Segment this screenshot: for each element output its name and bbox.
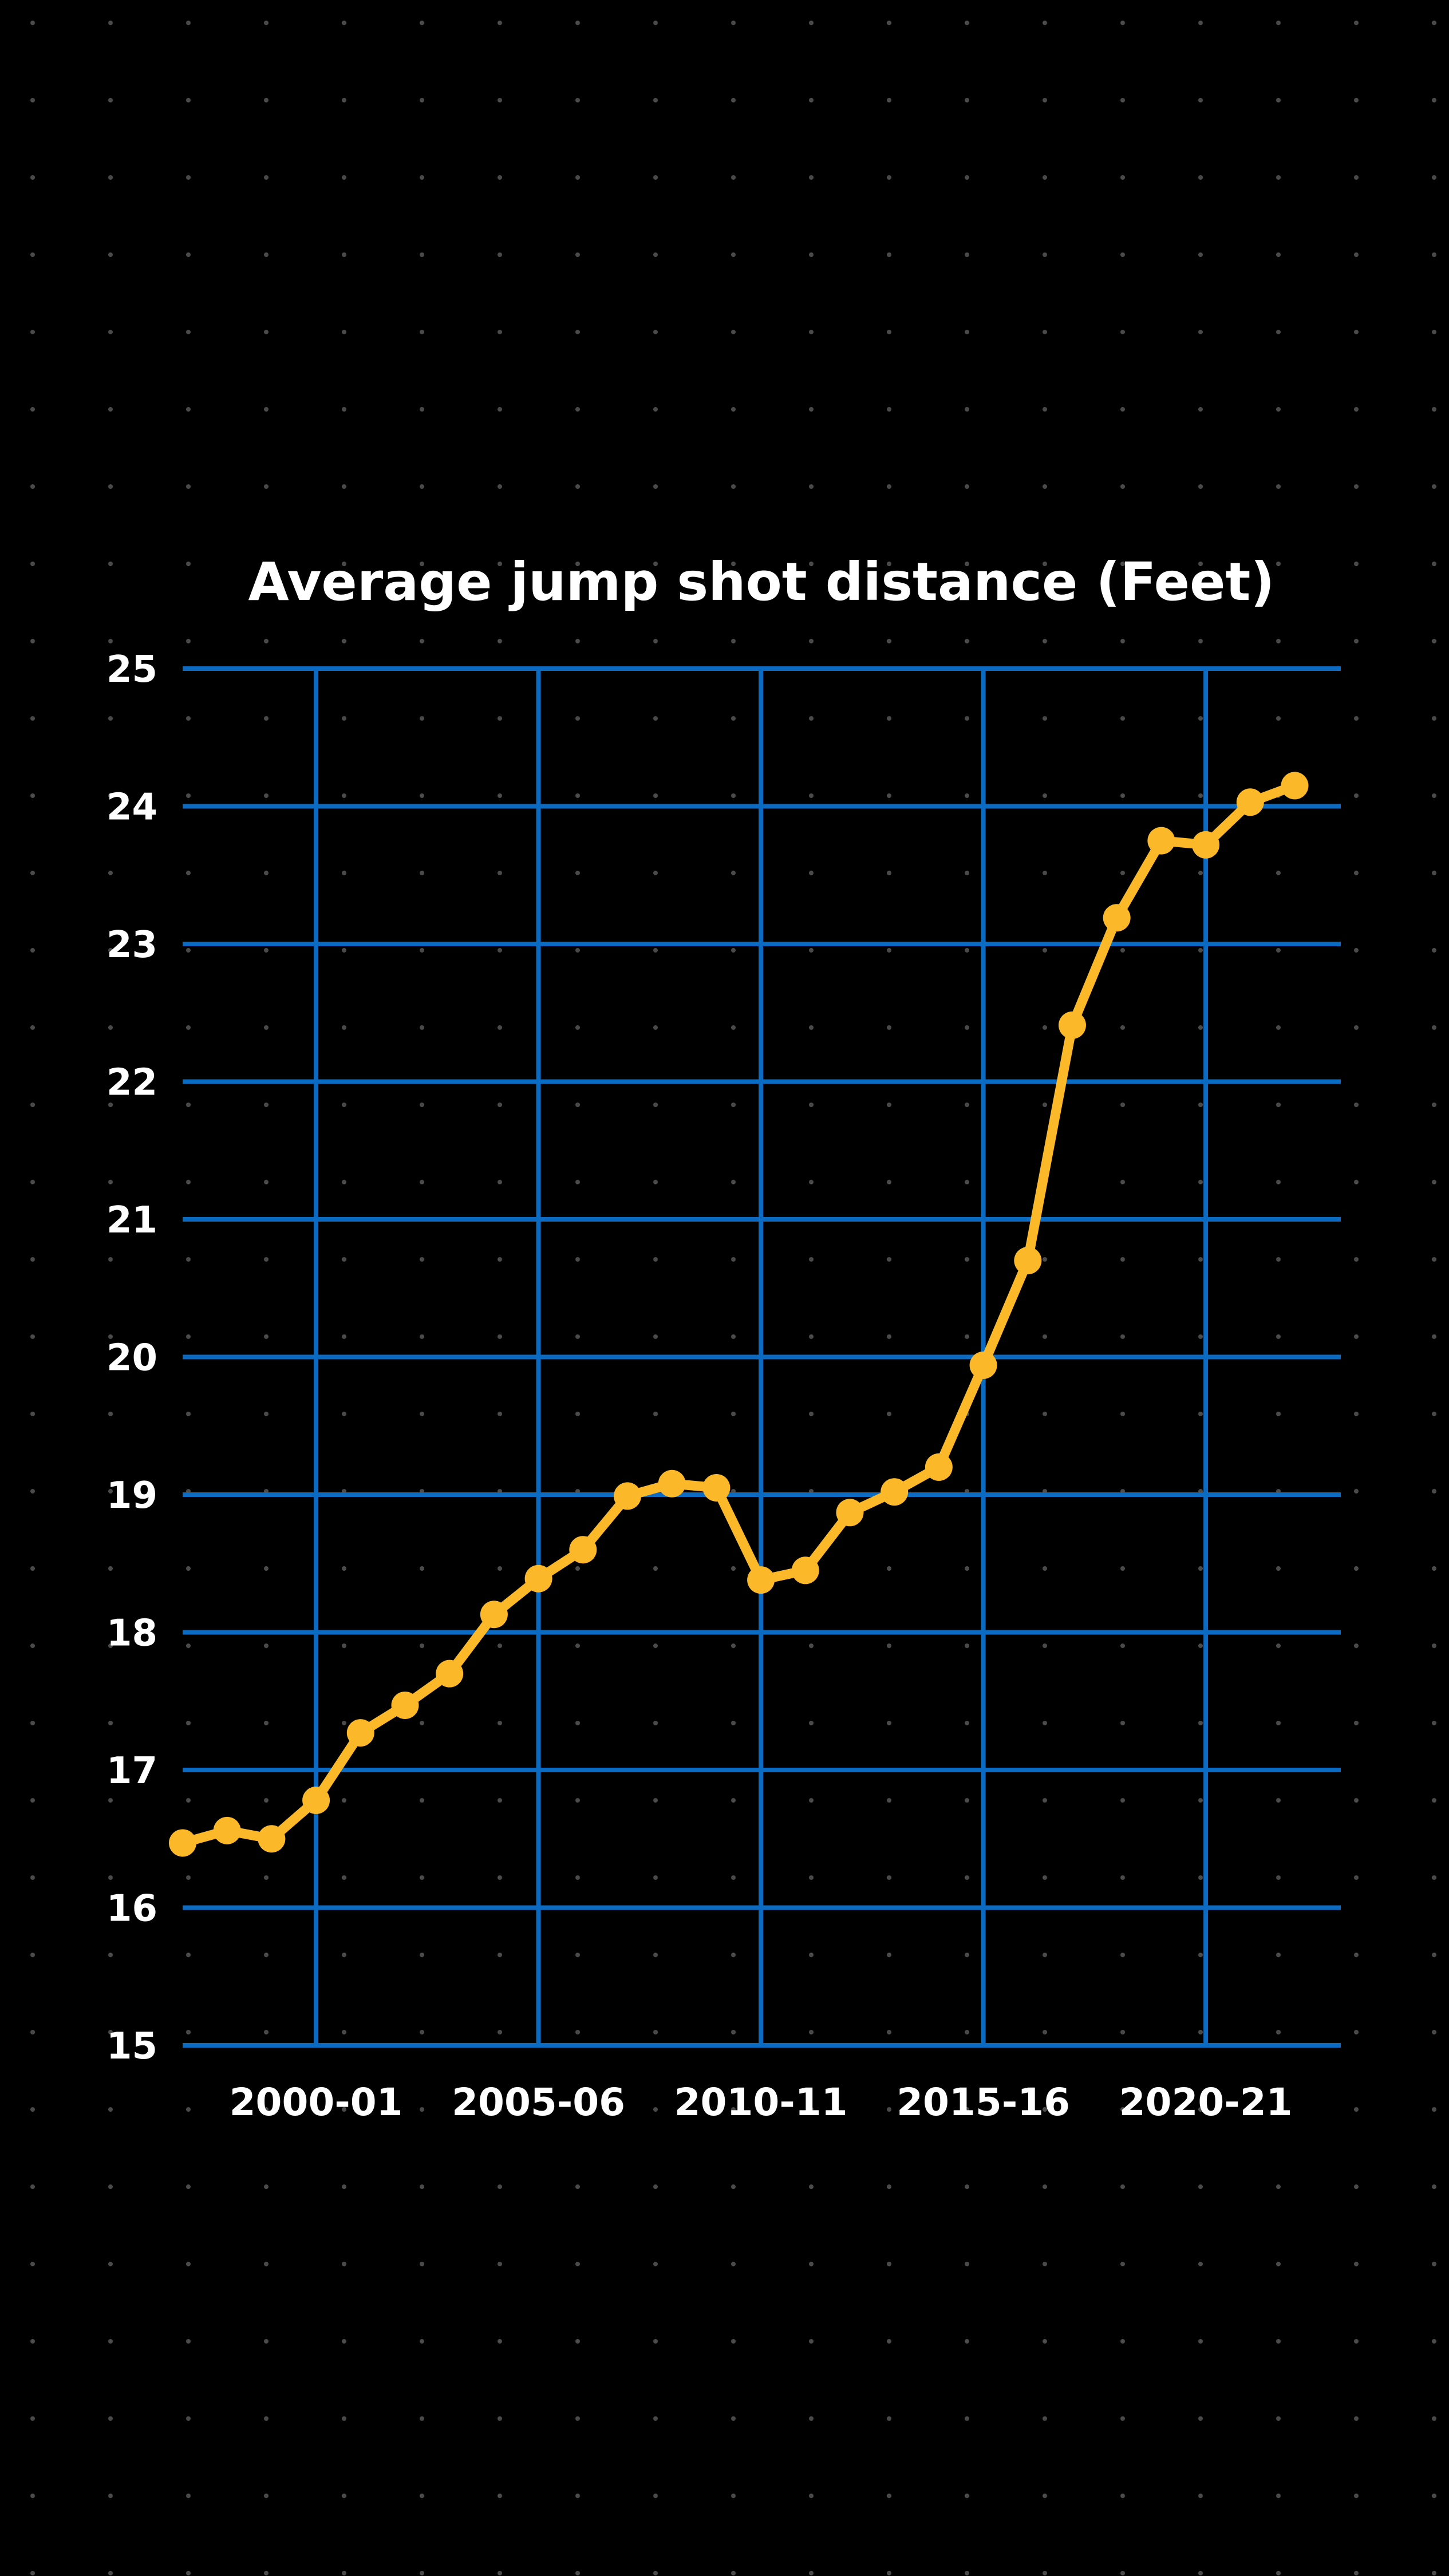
data-point — [658, 1469, 686, 1498]
data-point — [346, 1719, 374, 1747]
y-tick-label: 21 — [106, 1199, 157, 1242]
x-axis: 2000-01 2005-06 2010-11 2015-16 2020-21 — [230, 2080, 1293, 2124]
data-point — [1103, 904, 1131, 932]
data-point — [702, 1473, 731, 1502]
data-point — [614, 1482, 641, 1510]
data-point — [881, 1478, 909, 1506]
y-tick-label: 17 — [106, 1750, 157, 1792]
x-tick-label: 2000-01 — [230, 2080, 403, 2124]
x-tick-label: 2005-06 — [452, 2080, 625, 2124]
data-point — [1147, 827, 1175, 855]
y-tick-label: 18 — [106, 1613, 157, 1655]
data-point — [169, 1829, 196, 1857]
data-point — [1281, 772, 1309, 800]
data-point — [258, 1825, 286, 1853]
data-point — [391, 1691, 419, 1719]
x-tick-label: 2020-21 — [1119, 2080, 1293, 2124]
y-tick-label: 20 — [106, 1337, 157, 1380]
x-tick-label: 2010-11 — [674, 2080, 848, 2124]
x-tick-label: 2015-16 — [897, 2080, 1070, 2124]
data-point — [791, 1556, 819, 1585]
y-tick-label: 15 — [106, 2025, 157, 2068]
data-point — [925, 1453, 953, 1481]
data-point — [1059, 1011, 1086, 1039]
data-point — [969, 1351, 997, 1379]
data-point — [1236, 788, 1264, 816]
y-tick-label: 19 — [106, 1475, 157, 1517]
data-point — [1192, 831, 1220, 859]
data-point — [302, 1786, 330, 1814]
y-tick-label: 16 — [106, 1888, 157, 1930]
data-point — [213, 1816, 241, 1844]
y-axis: 15 16 17 18 19 20 21 22 23 24 25 — [106, 649, 157, 2068]
y-tick-label: 23 — [106, 924, 157, 966]
series — [169, 772, 1309, 1857]
data-point — [480, 1601, 508, 1629]
data-point — [836, 1499, 864, 1527]
data-point — [524, 1564, 552, 1593]
data-point — [436, 1660, 464, 1688]
y-tick-label: 24 — [106, 787, 157, 829]
data-point — [569, 1536, 597, 1564]
y-tick-label: 25 — [106, 649, 157, 691]
data-point — [747, 1566, 775, 1594]
chart-title: Average jump shot distance (Feet) — [248, 551, 1275, 613]
y-tick-label: 22 — [106, 1062, 157, 1104]
data-point — [1014, 1247, 1042, 1275]
